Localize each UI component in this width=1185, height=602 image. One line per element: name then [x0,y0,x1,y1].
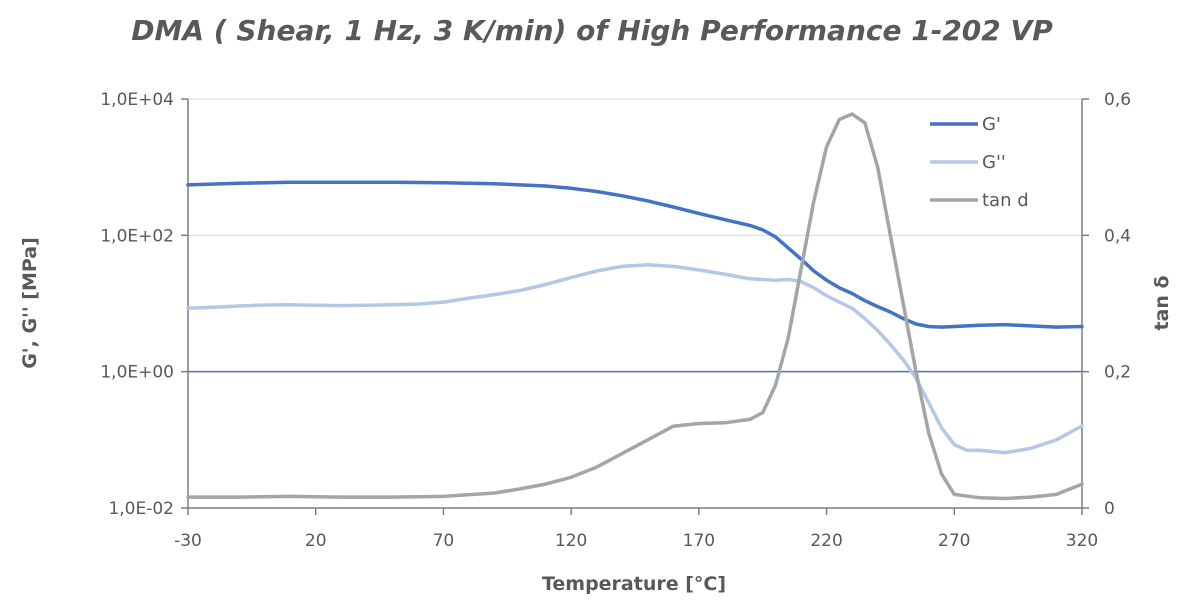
axes [181,98,1089,515]
legend: G' G'' tan d [930,114,1029,211]
y2-tick-label: 0,4 [1104,226,1131,246]
y-tick-label: 1,0E-02 [108,499,174,519]
y2-tick-label: 0 [1104,499,1115,519]
legend-label-3: tan d [982,190,1029,211]
x-tick-label: 320 [1066,531,1098,551]
y-axis-title: G', G'' [MPa] [19,237,41,369]
y-tick-label: 1,0E+04 [100,90,174,110]
series-line-3 [186,112,1084,501]
x-tick-label: 220 [810,531,842,551]
legend-label-2: G'' [982,152,1006,173]
x-axis-title: Temperature [°C] [542,573,726,595]
series-line-1 [186,180,1084,329]
x-tick-label: 20 [305,531,327,551]
y2-tick-label: 0,2 [1104,363,1131,383]
chart-title: DMA ( Shear, 1 Hz, 3 K/min) of High Perf… [131,14,1053,47]
legend-label-1: G' [982,114,1001,135]
x-tick-label: 170 [683,531,715,551]
y2-tick-label: 0,6 [1104,90,1131,110]
x-tick-label: 70 [433,531,455,551]
x-tick-label: -30 [174,531,202,551]
x-tick-label: 270 [938,531,970,551]
tick-labels: 1,0E-02 1,0E+00 1,0E+02 1,0E+04 0 0,2 0,4 0,6 -3… [100,90,1131,551]
series-line-2 [186,263,1084,455]
series-lines [186,112,1084,501]
y-tick-label: 1,0E+00 [100,363,174,383]
x-tick-label: 120 [555,531,587,551]
y-tick-label: 1,0E+02 [100,226,174,246]
y2-axis-title: tan δ [1151,275,1173,330]
